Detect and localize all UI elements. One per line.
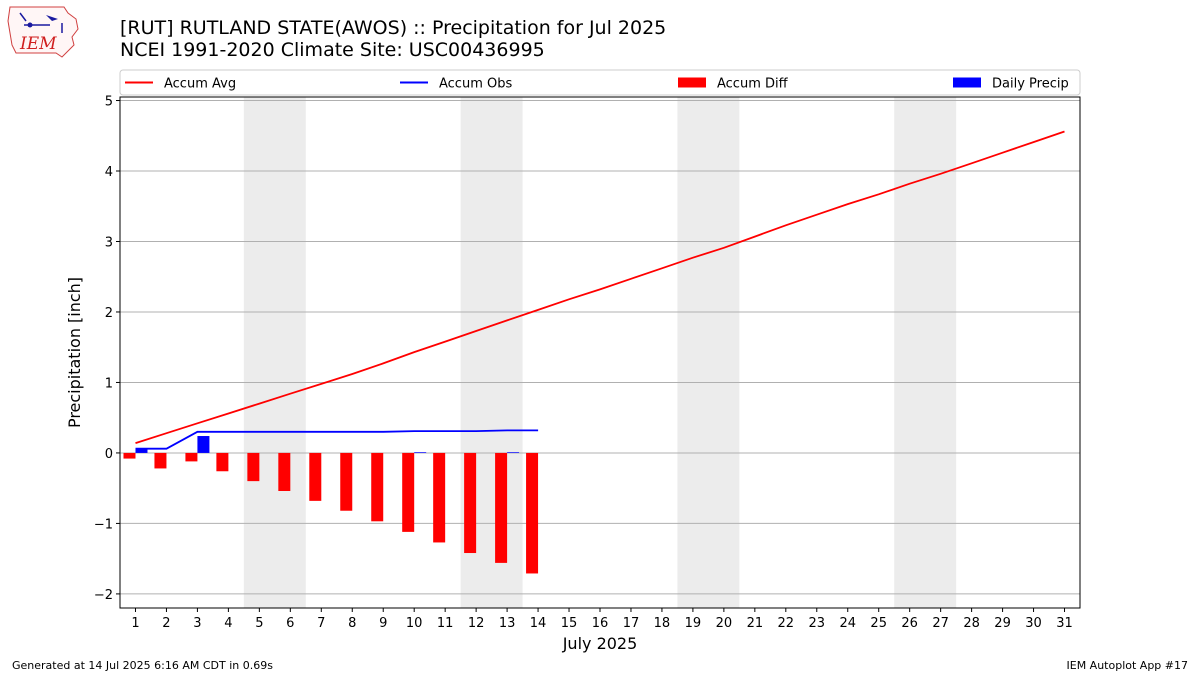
y-tick-label: 0 xyxy=(105,447,113,462)
accum-diff-bar xyxy=(123,452,136,459)
accum-diff-bar xyxy=(309,452,322,501)
legend-label: Accum Avg xyxy=(164,77,236,92)
y-tick-label: 1 xyxy=(105,376,113,391)
y-tick-label: −1 xyxy=(94,517,113,532)
x-tick-label: 24 xyxy=(839,616,856,631)
x-tick-label: 30 xyxy=(1025,616,1042,631)
x-tick-label: 29 xyxy=(994,616,1011,631)
x-tick-label: 10 xyxy=(406,616,423,631)
app-note: IEM Autoplot App #17 xyxy=(1066,659,1189,672)
daily-precip-bar xyxy=(414,452,427,453)
legend-swatch-bar xyxy=(953,77,981,88)
y-tick-label: −2 xyxy=(94,588,113,603)
accum-diff-bar xyxy=(216,452,229,472)
legend-label: Accum Diff xyxy=(717,77,789,92)
x-tick-label: 20 xyxy=(716,616,733,631)
x-tick-label: 27 xyxy=(932,616,949,631)
x-tick-label: 28 xyxy=(963,616,980,631)
accum-diff-bar xyxy=(433,452,446,543)
x-tick-label: 13 xyxy=(499,616,516,631)
accum-diff-bar xyxy=(278,452,291,491)
daily-precip-bar xyxy=(197,436,210,453)
accum-diff-bar xyxy=(526,452,539,574)
x-tick-label: 5 xyxy=(255,616,263,631)
x-tick-label: 1 xyxy=(131,616,139,631)
daily-precip-bar xyxy=(507,452,520,453)
y-axis-label: Precipitation [inch] xyxy=(65,277,84,428)
accum-diff-bar xyxy=(340,452,353,511)
weekend-shade xyxy=(677,97,740,608)
iem-logo: IEM xyxy=(6,5,82,59)
x-tick-label: 21 xyxy=(747,616,764,631)
x-tick-label: 11 xyxy=(437,616,454,631)
chart-title: [RUT] RUTLAND STATE(AWOS) :: Precipitati… xyxy=(120,17,667,39)
accum-diff-bar xyxy=(495,452,508,563)
x-tick-label: 16 xyxy=(592,616,609,631)
legend-label: Accum Obs xyxy=(439,77,512,92)
accum-diff-bar xyxy=(154,452,167,469)
chart-subtitle: NCEI 1991-2020 Climate Site: USC00436995 xyxy=(120,39,545,61)
y-tick-label: 5 xyxy=(105,95,113,110)
accum-diff-bar xyxy=(464,452,477,554)
y-tick-label: 2 xyxy=(105,306,113,321)
accum-avg-line xyxy=(135,130,1065,444)
accum-obs-line xyxy=(135,429,539,450)
accum-diff-bar xyxy=(247,452,260,482)
accum-diff-bar xyxy=(371,452,384,522)
x-tick-label: 9 xyxy=(379,616,387,631)
daily-precip-bar xyxy=(135,448,148,453)
x-tick-label: 12 xyxy=(468,616,485,631)
y-tick-label: 4 xyxy=(105,165,113,180)
x-tick-label: 2 xyxy=(162,616,170,631)
x-tick-label: 3 xyxy=(193,616,201,631)
x-tick-label: 31 xyxy=(1056,616,1073,631)
iem-logo-icon: IEM xyxy=(7,6,79,58)
accum-diff-bar xyxy=(185,452,198,462)
x-tick-label: 26 xyxy=(901,616,918,631)
legend-swatch-bar xyxy=(678,77,706,88)
x-tick-label: 17 xyxy=(623,616,640,631)
legend-box xyxy=(119,69,1081,96)
x-tick-label: 14 xyxy=(530,616,547,631)
x-tick-label: 23 xyxy=(809,616,826,631)
weekend-shade xyxy=(243,97,306,608)
x-tick-label: 18 xyxy=(654,616,671,631)
x-tick-label: 25 xyxy=(870,616,887,631)
x-tick-label: 15 xyxy=(561,616,578,631)
weekend-shade xyxy=(894,97,957,608)
legend-label: Daily Precip xyxy=(992,77,1069,92)
accum-diff-bar xyxy=(402,452,415,532)
x-tick-label: 7 xyxy=(317,616,325,631)
x-tick-label: 22 xyxy=(778,616,795,631)
x-tick-label: 6 xyxy=(286,616,294,631)
x-axis-label: July 2025 xyxy=(562,634,638,653)
generated-note: Generated at 14 Jul 2025 6:16 AM CDT in … xyxy=(12,659,273,672)
svg-text:IEM: IEM xyxy=(19,34,57,54)
x-tick-label: 19 xyxy=(685,616,702,631)
x-tick-label: 4 xyxy=(224,616,232,631)
y-tick-label: 3 xyxy=(105,235,113,250)
x-tick-label: 8 xyxy=(348,616,356,631)
